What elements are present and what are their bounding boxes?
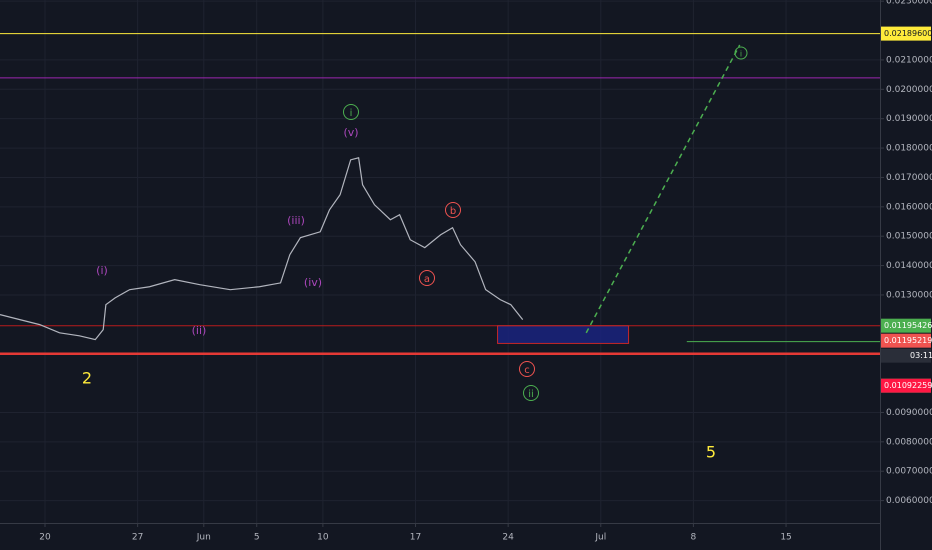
wave-circle [419, 270, 435, 286]
wave-label: a [424, 274, 430, 285]
x-tick-label: Jun [196, 533, 211, 543]
wave-circle [445, 202, 461, 218]
wave-circle [734, 46, 748, 60]
price-label: 0.01092259 [884, 381, 932, 390]
wave-label: i [740, 50, 742, 59]
wave-label: (v) [343, 126, 358, 139]
wave-label: (ii) [192, 324, 207, 337]
wave-label: (i) [96, 264, 108, 277]
x-tick-label: 8 [691, 533, 697, 543]
plot-area [0, 0, 880, 550]
wave-label: i [350, 108, 353, 119]
price-label: 0.02189600 [884, 29, 932, 38]
price-label-box [881, 318, 931, 333]
x-tick-label: 27 [132, 533, 143, 543]
x-tick-label: 15 [780, 533, 791, 543]
target-zone [497, 325, 630, 344]
price-label: 0.01195219 [884, 336, 932, 345]
wave-label: (iv) [304, 276, 322, 289]
wave-label: b [450, 206, 456, 217]
x-tick-label: 5 [254, 533, 260, 543]
price-line [0, 157, 524, 341]
x-tick-label: 10 [317, 533, 329, 543]
x-tick-label: Jul [594, 533, 606, 543]
wave-label: 5 [706, 443, 716, 462]
countdown: 03:11 [910, 351, 932, 360]
y-tick-label: 0.00600000 [886, 496, 932, 506]
wave-label: (iii) [287, 214, 305, 227]
wave-circle [523, 385, 539, 401]
wave-label: 2 [82, 369, 92, 388]
price-label-box [881, 378, 931, 393]
wave-label: c [524, 365, 530, 376]
x-tick-label: 24 [502, 533, 514, 543]
wave-circle [519, 361, 535, 377]
wave-label: ii [528, 389, 534, 400]
x-tick-label: 17 [410, 533, 421, 543]
countdown-box [881, 348, 931, 363]
price-label-box [881, 333, 931, 348]
wave-circle [343, 104, 359, 120]
price-label: 0.01195426 [884, 321, 932, 330]
x-tick-label: 20 [39, 533, 51, 543]
price-label-box [881, 26, 931, 41]
projection-line [585, 44, 741, 334]
